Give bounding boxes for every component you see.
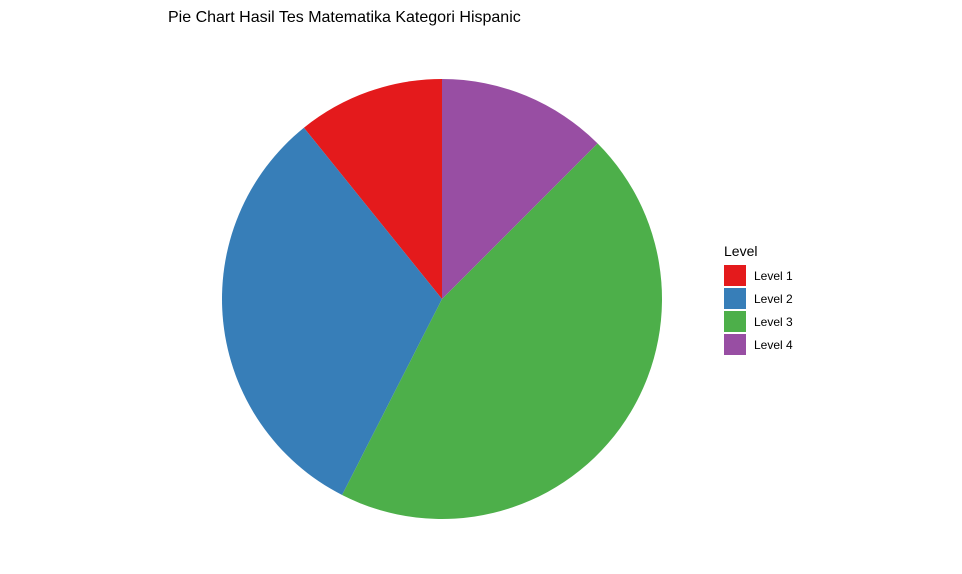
- legend-item: Level 1: [724, 265, 793, 286]
- legend-label: Level 1: [754, 269, 793, 283]
- pie-slices: [222, 79, 662, 519]
- legend-swatch: [724, 311, 746, 332]
- legend-swatch: [724, 334, 746, 355]
- pie-slice-level-4: [442, 79, 598, 299]
- legend-items: Level 1 Level 2 Level 3 Level 4: [724, 265, 793, 355]
- pie-slice-level-2: [222, 127, 442, 496]
- legend-item: Level 3: [724, 311, 793, 332]
- legend-title: Level: [724, 243, 757, 259]
- chart-title: Pie Chart Hasil Tes Matematika Kategori …: [168, 9, 521, 26]
- legend-item: Level 2: [724, 288, 793, 309]
- legend-swatch: [724, 288, 746, 309]
- legend-item: Level 4: [724, 334, 793, 355]
- pie-slice-level-1: [303, 79, 442, 299]
- legend-label: Level 2: [754, 292, 793, 306]
- pie-slice-level-3: [342, 143, 662, 519]
- legend-label: Level 4: [754, 338, 793, 352]
- legend: Level Level 1 Level 2 Level 3 Level 4: [724, 243, 793, 355]
- legend-label: Level 3: [754, 315, 793, 329]
- legend-swatch: [724, 265, 746, 286]
